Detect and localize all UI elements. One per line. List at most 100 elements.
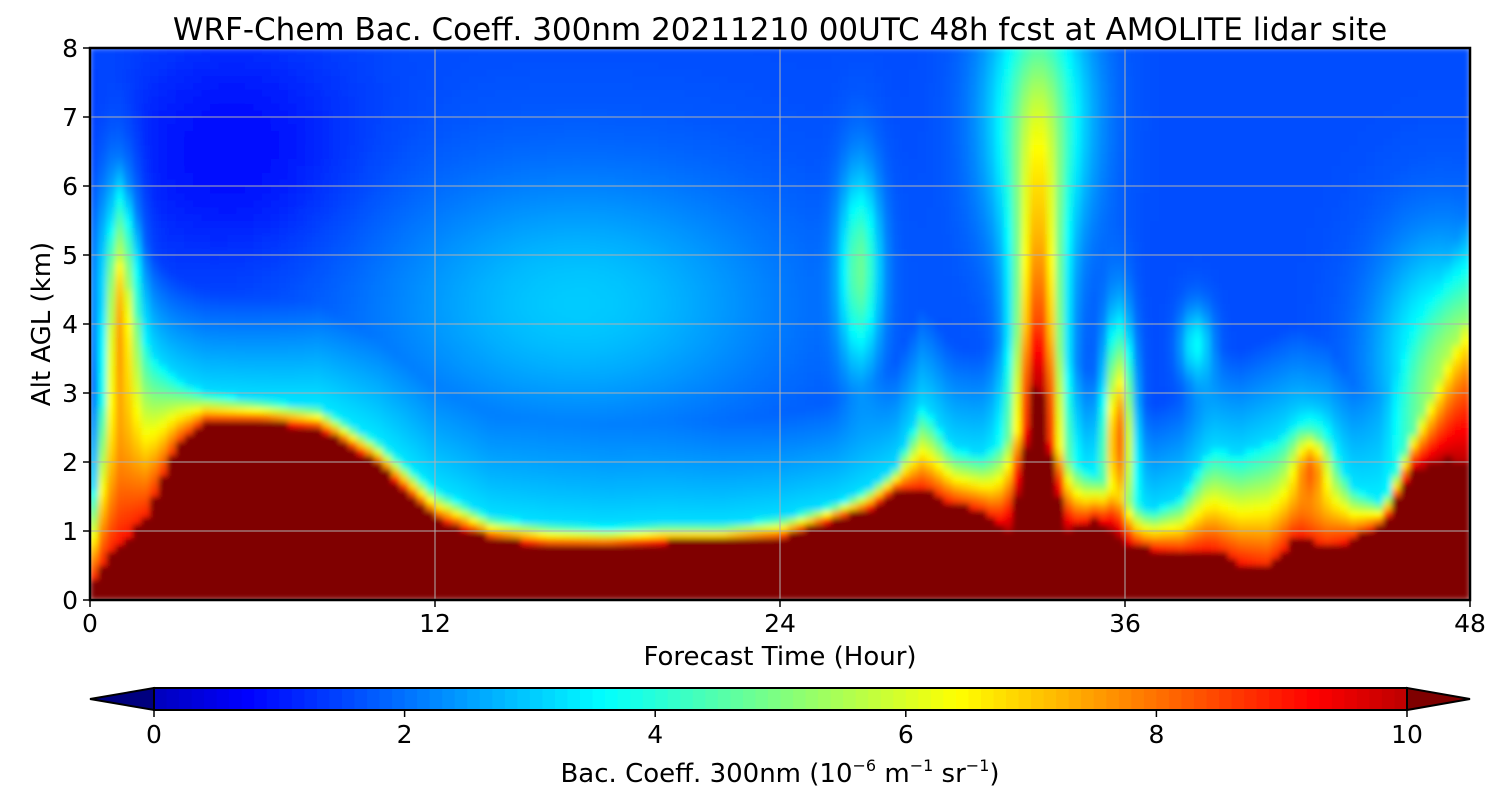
- colorbar-segment: [1181, 688, 1195, 710]
- colorbar-segment: [843, 688, 857, 710]
- y-tick-label: 1: [62, 517, 78, 546]
- colorbar-segment: [630, 688, 644, 710]
- colorbar-segment: [918, 688, 932, 710]
- colorbar-segment: [492, 688, 506, 710]
- colorbar-segment: [467, 688, 481, 710]
- y-tick-label: 4: [62, 310, 78, 339]
- colorbar-segment: [1043, 688, 1057, 710]
- colorbar: 0 2 4 6 8 10 Bac. Coeff. 300nm (10−6 m−1 sr−1…: [89, 686, 1471, 789]
- colorbar-segment: [667, 688, 681, 710]
- colorbar-segment: [367, 688, 381, 710]
- colorbar-segment: [1219, 688, 1233, 710]
- colorbar-segment: [1369, 688, 1383, 710]
- colorbar-segment: [730, 688, 744, 710]
- colorbar-segment: [1356, 688, 1371, 710]
- colorbar-segment: [1131, 688, 1145, 710]
- heatmap-field: [90, 48, 1470, 600]
- colorbar-segment: [855, 688, 869, 710]
- colorbar-label-exp3: −1: [966, 756, 990, 775]
- colorbar-segment: [605, 688, 619, 710]
- colorbar-segment: [229, 688, 243, 710]
- colorbar-segment: [341, 688, 356, 710]
- colorbar-segment: [580, 688, 594, 710]
- colorbar-segment: [717, 688, 731, 710]
- colorbar-segment: [1331, 688, 1345, 710]
- colorbar-segment: [154, 688, 168, 710]
- colorbar-segment: [1056, 688, 1070, 710]
- colorbar-segment: [780, 688, 794, 710]
- colorbar-tick-label: 2: [397, 720, 413, 749]
- colorbar-segment: [1294, 688, 1308, 710]
- x-axis-ticks: 0 12 24 36 48: [82, 600, 1486, 638]
- colorbar-segment: [1344, 688, 1358, 710]
- y-tick-label: 2: [62, 448, 78, 477]
- colorbar-segment: [1168, 688, 1183, 710]
- colorbar-segment: [993, 688, 1007, 710]
- colorbar-segment: [655, 688, 669, 710]
- colorbar-label-mid2: sr: [933, 759, 966, 789]
- chart-title: WRF-Chem Bac. Coeff. 300nm 20211210 00UT…: [173, 12, 1387, 48]
- colorbar-ticks: 0 2 4 6 8 10: [146, 710, 1423, 749]
- colorbar-segment: [1244, 688, 1258, 710]
- y-tick-label: 5: [62, 241, 78, 270]
- colorbar-segment: [354, 688, 368, 710]
- colorbar-label-end: ): [989, 759, 999, 789]
- colorbar-tick-label: 4: [647, 720, 663, 749]
- colorbar-segment: [1193, 688, 1208, 710]
- y-tick-label: 7: [62, 103, 78, 132]
- x-tick-label: 0: [82, 609, 98, 638]
- colorbar-segment: [216, 688, 230, 710]
- x-tick-label: 48: [1454, 609, 1486, 638]
- colorbar-segment: [1256, 688, 1270, 710]
- colorbar-segment: [442, 688, 456, 710]
- x-tick-label: 24: [764, 609, 796, 638]
- x-tick-label: 36: [1109, 609, 1141, 638]
- colorbar-segment: [204, 688, 218, 710]
- colorbar-segment: [1118, 688, 1132, 710]
- colorbar-tick-label: 10: [1391, 720, 1423, 749]
- y-tick-label: 3: [62, 379, 78, 408]
- colorbar-segment: [1081, 688, 1095, 710]
- colorbar-segment: [680, 688, 694, 710]
- colorbar-segment: [1143, 688, 1157, 710]
- gridlines: [90, 48, 1470, 600]
- colorbar-segment: [830, 688, 844, 710]
- colorbar-segment: [818, 688, 832, 710]
- colorbar-segment: [479, 688, 493, 710]
- colorbar-segment: [893, 688, 907, 710]
- colorbar-segment: [266, 688, 280, 710]
- colorbar-segment: [404, 688, 418, 710]
- colorbar-extend-low: [89, 686, 155, 712]
- colorbar-tick-label: 8: [1148, 720, 1164, 749]
- colorbar-label-exp2: −1: [910, 756, 934, 775]
- colorbar-segment: [316, 688, 331, 710]
- colorbar-segment: [1006, 688, 1020, 710]
- colorbar-segment: [542, 688, 556, 710]
- colorbar-segment: [642, 688, 656, 710]
- colorbar-segment: [1093, 688, 1107, 710]
- colorbar-segment: [1306, 688, 1320, 710]
- colorbar-segment: [1031, 688, 1045, 710]
- colorbar-segment: [868, 688, 882, 710]
- colorbar-tick-label: 0: [146, 720, 162, 749]
- colorbar-segment: [517, 688, 531, 710]
- colorbar-segment: [379, 688, 393, 710]
- colorbar-segment: [529, 688, 544, 710]
- colorbar-segment: [705, 688, 719, 710]
- colorbar-tick-label: 6: [898, 720, 914, 749]
- colorbar-segment: [1106, 688, 1120, 710]
- colorbar-segment: [943, 688, 957, 710]
- colorbar-frame: [153, 687, 1408, 711]
- colorbar-segment: [930, 688, 944, 710]
- colorbar-label-exp1: −6: [853, 756, 877, 775]
- colorbar-segment: [767, 688, 782, 710]
- colorbar-segment: [567, 688, 581, 710]
- colorbar-segments: [154, 688, 1408, 710]
- colorbar-segment: [793, 688, 807, 710]
- colorbar-segment: [504, 688, 518, 710]
- colorbar-segment: [417, 688, 431, 710]
- colorbar-segment: [905, 688, 919, 710]
- colorbar-segment: [179, 688, 193, 710]
- colorbar-segment: [968, 688, 982, 710]
